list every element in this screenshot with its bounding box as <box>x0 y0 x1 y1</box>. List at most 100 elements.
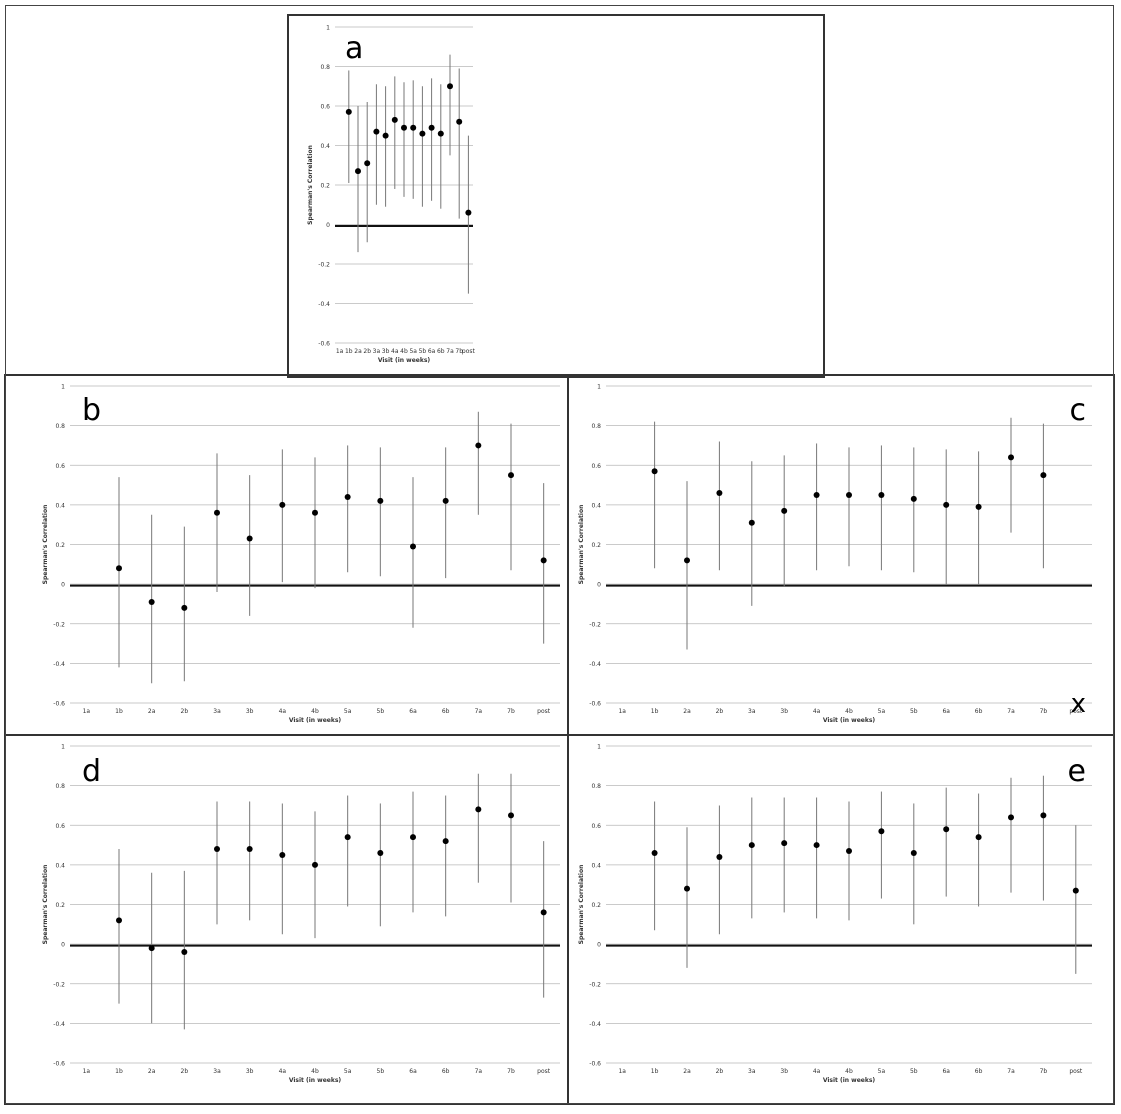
stray-x-mark: x <box>1071 689 1086 719</box>
x-tick-label: 1b <box>115 708 123 715</box>
x-tick-label: 3a <box>748 1068 756 1075</box>
panel-frame <box>4 374 569 736</box>
data-point-post <box>540 557 547 564</box>
x-tick-label: 3a <box>213 1068 221 1075</box>
x-tick-label: 6a <box>409 708 417 715</box>
x-tick-label: 5b <box>910 708 918 715</box>
x-tick-label: post <box>537 1068 551 1075</box>
x-tick-label: 1b <box>115 1068 123 1075</box>
x-tick-label: 7a <box>475 708 483 715</box>
data-point-7a <box>475 806 482 813</box>
x-tick-label: 4b <box>311 708 319 715</box>
data-point-4b <box>401 124 407 131</box>
x-axis-title: Visit (in weeks) <box>823 717 876 724</box>
data-point-post <box>540 909 547 916</box>
x-tick-label: 3b <box>780 708 788 715</box>
y-tick-label: 0.2 <box>55 542 65 549</box>
x-tick-label: 6a <box>428 348 436 355</box>
data-point-5a <box>344 834 351 841</box>
x-tick-label: 3b <box>246 708 254 715</box>
y-tick-label: 0.6 <box>55 463 65 470</box>
data-point-5b <box>377 849 384 856</box>
x-tick-label: 4b <box>845 708 853 715</box>
x-tick-label: 2b <box>363 348 371 355</box>
data-point-7b <box>508 472 514 479</box>
data-point-4b <box>312 509 318 516</box>
data-point-1b <box>651 849 658 856</box>
data-point-2b <box>716 489 723 496</box>
data-point-4a <box>279 851 286 858</box>
data-point-6a <box>410 543 416 550</box>
x-tick-label: 1a <box>336 348 344 355</box>
data-point-3a <box>748 842 755 849</box>
x-tick-label: 1b <box>345 348 353 355</box>
x-tick-label: 4a <box>813 1068 821 1075</box>
y-tick-label: -0.4 <box>589 661 601 668</box>
x-axis-title: Visit (in weeks) <box>289 1077 342 1084</box>
data-point-2a <box>355 168 361 175</box>
data-point-3a <box>214 509 220 516</box>
x-tick-label: 7a <box>1007 708 1015 715</box>
x-tick-label: 6a <box>942 708 950 715</box>
data-point-6a <box>943 826 950 833</box>
data-point-4a <box>391 116 398 123</box>
chart-panel-d: -0.6 -0.4 -0.2 0 0.2 0.4 0.6 0.8 1 1a 1b 2a 2b 3a 3b 4a… <box>4 734 569 1105</box>
y-tick-label: 0.2 <box>320 183 330 190</box>
y-tick-label: 0.8 <box>320 64 330 71</box>
data-point-6b <box>437 130 444 137</box>
data-point-6a <box>410 834 416 841</box>
panel-frame <box>287 14 825 378</box>
y-tick-label: -0.2 <box>589 621 601 628</box>
x-tick-label: 5a <box>878 1068 886 1075</box>
y-tick-label: -0.6 <box>53 1061 65 1068</box>
x-tick-label: 2b <box>181 708 189 715</box>
data-point-5b <box>910 495 917 502</box>
y-axis-title: Spearman's Correlation <box>578 865 585 945</box>
data-point-4b <box>846 848 852 855</box>
x-tick-label: post <box>1069 1068 1083 1075</box>
y-tick-label: 0.8 <box>55 423 65 430</box>
panel-letter-b: b <box>82 393 101 428</box>
x-tick-label: 2a <box>354 348 362 355</box>
data-point-3b <box>246 535 253 542</box>
data-point-6a <box>943 501 950 508</box>
data-point-7b <box>1040 812 1047 819</box>
x-axis-title: Visit (in weeks) <box>378 357 431 364</box>
x-tick-label: 6a <box>942 1068 950 1075</box>
x-tick-label: 3a <box>373 348 381 355</box>
x-tick-label: 6b <box>442 708 450 715</box>
x-tick-label: 7b <box>1040 1068 1048 1075</box>
x-tick-label: 2a <box>148 1068 156 1075</box>
data-point-2a <box>684 885 690 892</box>
x-tick-label: 7b <box>455 348 463 355</box>
y-tick-label: -0.6 <box>53 701 65 708</box>
x-tick-label: 1a <box>618 708 626 715</box>
x-tick-label: 2b <box>181 1068 189 1075</box>
x-tick-label: 2b <box>716 1068 724 1075</box>
x-axis-title: Visit (in weeks) <box>823 1077 876 1084</box>
y-tick-label: -0.6 <box>589 1061 601 1068</box>
y-tick-label: -0.4 <box>53 1021 65 1028</box>
y-tick-label: -0.2 <box>53 621 65 628</box>
data-point-4a <box>813 842 820 849</box>
y-tick-label: 0.8 <box>55 783 65 790</box>
y-tick-label: 0.4 <box>320 143 330 150</box>
x-tick-label: 5a <box>409 348 417 355</box>
x-tick-label: 7b <box>1040 708 1048 715</box>
x-tick-label: 2a <box>683 1068 691 1075</box>
x-tick-label: 7a <box>1007 1068 1015 1075</box>
y-tick-label: 1 <box>326 25 330 32</box>
panel-letter-a: a <box>345 31 363 66</box>
data-point-7a <box>1008 814 1014 821</box>
data-point-2a <box>148 598 155 605</box>
chart-panel-a: -0.6 -0.4 -0.2 0 0.2 0.4 0.6 0.8 1 1a 1b 2a 2b 3a 3b 4a… <box>287 14 825 378</box>
x-tick-label: 3b <box>780 1068 788 1075</box>
data-point-3b <box>382 132 389 139</box>
data-point-4a <box>813 491 820 498</box>
panel-frame <box>4 734 569 1105</box>
data-point-6b <box>975 834 982 841</box>
data-point-5b <box>377 497 384 504</box>
data-point-5a <box>878 491 885 498</box>
data-point-2b <box>181 604 188 611</box>
